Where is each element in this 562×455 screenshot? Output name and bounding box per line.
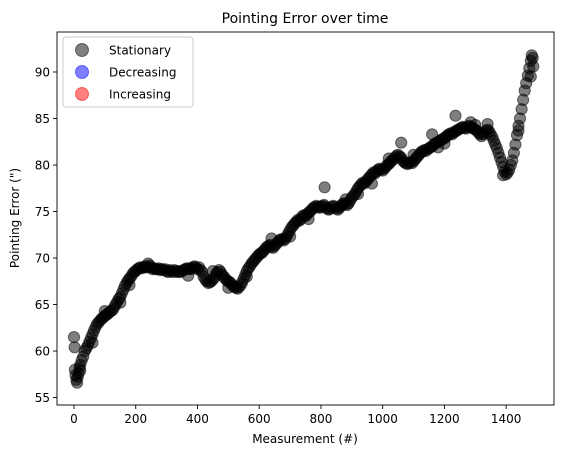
data-point: [339, 193, 352, 206]
y-tick-label: 65: [35, 298, 50, 312]
plot-frame: [56, 31, 555, 406]
x-tick-label: 800: [309, 412, 332, 426]
data-point: [382, 152, 395, 165]
data-point: [426, 128, 439, 141]
data-point: [318, 181, 331, 194]
y-tick-label: 80: [35, 158, 50, 172]
y-axis-ticks: 55 60 65 70 75 80 85 90: [35, 65, 57, 405]
legend-marker: [75, 87, 89, 101]
data-point: [86, 336, 99, 349]
data-point: [481, 118, 494, 131]
y-tick-label: 75: [35, 205, 50, 219]
y-axis-label: Pointing Error ("): [8, 168, 22, 268]
legend-label: Decreasing: [109, 66, 176, 80]
data-point: [74, 364, 87, 377]
y-tick-label: 60: [35, 344, 50, 358]
data-point: [68, 341, 81, 354]
data-point: [449, 109, 462, 122]
data-point: [67, 331, 81, 344]
data-point: [432, 141, 445, 154]
legend-marker: [75, 65, 89, 79]
legend-box: [62, 36, 194, 108]
x-tick-label: 200: [124, 412, 147, 426]
x-tick-label: 400: [186, 412, 209, 426]
data-points: [67, 49, 540, 389]
x-axis-ticks: 0 200 400 600 800 1000 1200 1400: [70, 405, 521, 426]
y-tick-label: 85: [35, 112, 50, 126]
data-point: [512, 124, 525, 137]
data-point: [351, 187, 365, 200]
x-tick-label: 1000: [367, 412, 398, 426]
data-point: [114, 296, 127, 309]
data-point: [265, 232, 278, 245]
x-tick-label: 1200: [429, 412, 460, 426]
data-point: [497, 169, 510, 182]
chart-title: Pointing Error over time: [222, 11, 389, 27]
legend-label: Stationary: [109, 44, 171, 58]
data-point: [524, 70, 537, 83]
y-tick-label: 90: [35, 65, 50, 79]
x-axis-label: Measurement (#): [252, 432, 358, 446]
data-point: [407, 148, 420, 161]
y-tick-label: 55: [35, 391, 50, 405]
data-point: [98, 305, 111, 318]
data-point: [222, 281, 235, 294]
x-tick-label: 1400: [491, 412, 522, 426]
legend-label: Increasing: [109, 88, 171, 102]
data-point: [527, 60, 540, 73]
data-point: [395, 136, 408, 149]
data-point: [206, 265, 219, 278]
data-point: [464, 116, 477, 129]
data-point: [123, 278, 136, 292]
legend: Stationary Decreasing Increasing: [62, 36, 194, 108]
data-point: [302, 212, 315, 226]
data-point: [240, 270, 253, 283]
data-point: [142, 257, 155, 270]
y-tick-label: 70: [35, 251, 50, 265]
x-tick-label: 600: [248, 412, 271, 426]
legend-marker: [75, 43, 89, 57]
data-point: [365, 177, 378, 190]
data-point: [182, 269, 195, 282]
x-tick-label: 0: [70, 412, 78, 426]
data-point: [284, 230, 297, 243]
